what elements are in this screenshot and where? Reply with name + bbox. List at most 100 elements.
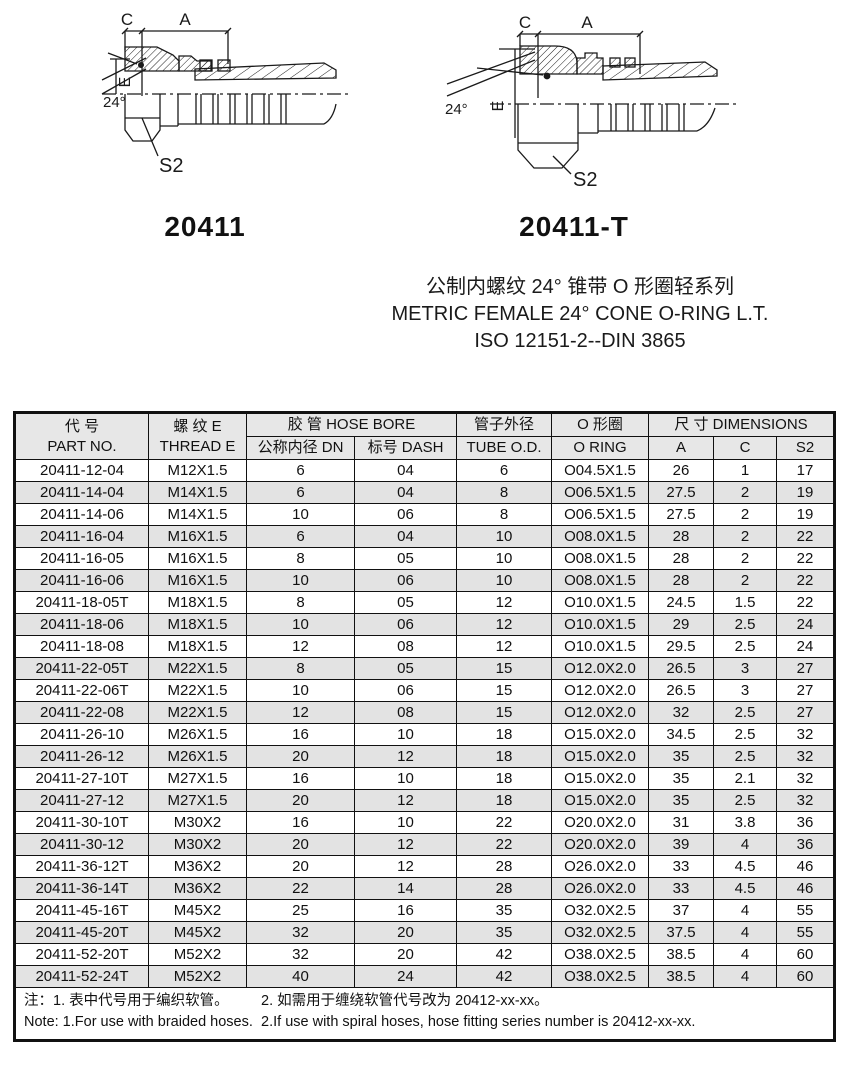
table-cell: O10.0X1.5 — [551, 635, 649, 658]
table-cell: 55 — [775, 921, 836, 944]
col-header-a: A — [648, 436, 714, 460]
dim-label-a: A — [581, 13, 593, 32]
table-cell: 12 — [354, 855, 457, 878]
table-cell: 2.5 — [713, 613, 777, 636]
dim-label-e: E — [117, 77, 134, 88]
table-row: 20411-22-08 M22X1.5 12 08 15 O12.0X2.0 32 2.5 27 — [14, 701, 836, 724]
col-header-thread: 螺 纹 E THREAD E — [148, 412, 247, 460]
table-cell: 46 — [775, 877, 836, 900]
table-cell: O32.0X2.5 — [551, 921, 649, 944]
col-header-oring-en: O RING — [551, 436, 649, 460]
table-cell: M18X1.5 — [148, 591, 247, 614]
table-cell: 20411-14-04 — [14, 481, 149, 504]
table-cell: O08.0X1.5 — [551, 569, 649, 592]
table-cell: O10.0X1.5 — [551, 613, 649, 636]
col-header-part-no: 代 号 PART NO. — [14, 412, 149, 460]
table-row: 20411-12-04 M12X1.5 6 04 6 O04.5X1.5 26 1 17 — [14, 459, 836, 482]
table-cell: 32 — [775, 723, 836, 746]
col-header-tube-od-cn: 管子外径 — [456, 412, 552, 437]
figure-title-20411-t: 20411-T — [519, 211, 629, 242]
table-row: 20411-16-06 M16X1.5 10 06 10 O08.0X1.5 28 2 22 — [14, 569, 836, 592]
table-cell: 32 — [775, 767, 836, 790]
table-cell: 35 — [456, 899, 552, 922]
table-cell: M18X1.5 — [148, 635, 247, 658]
table-cell: 16 — [246, 723, 355, 746]
table-cell: M52X2 — [148, 965, 247, 988]
table-cell: M36X2 — [148, 855, 247, 878]
table-cell: 10 — [246, 679, 355, 702]
table-cell: 05 — [354, 591, 457, 614]
spec-table-body: 20411-12-04 M12X1.5 6 04 6 O04.5X1.5 26 1 17 2041… — [14, 459, 836, 988]
table-row: 20411-45-20T M45X2 32 20 35 O32.0X2.5 37.5 4 55 — [14, 921, 836, 944]
table-cell: 27 — [775, 701, 836, 724]
col-header-tube-od-en: TUBE O.D. — [456, 436, 552, 460]
col-header-oring-cn: O 形圈 — [551, 412, 649, 437]
table-cell: 32 — [775, 745, 836, 768]
dim-label-c: C — [121, 10, 133, 29]
table-cell: M36X2 — [148, 877, 247, 900]
table-cell: 06 — [354, 679, 457, 702]
table-cell: 20411-26-12 — [14, 745, 149, 768]
dim-label-s2: S2 — [159, 155, 183, 177]
table-cell: 22 — [775, 547, 836, 570]
table-cell: 05 — [354, 657, 457, 680]
table-cell: 20 — [246, 745, 355, 768]
table-cell: M16X1.5 — [148, 569, 247, 592]
table-cell: 20 — [246, 855, 355, 878]
table-cell: 28 — [456, 855, 552, 878]
table-cell: 4 — [713, 833, 777, 856]
table-cell: 06 — [354, 613, 457, 636]
table-cell: 05 — [354, 547, 457, 570]
table-cell: 36 — [775, 811, 836, 834]
table-cell: 20411-45-20T — [14, 921, 149, 944]
table-cell: 35 — [648, 767, 714, 790]
table-cell: 10 — [456, 547, 552, 570]
table-cell: 20411-22-06T — [14, 679, 149, 702]
table-cell: 20411-36-12T — [14, 855, 149, 878]
table-cell: 4.5 — [713, 877, 777, 900]
table-cell: 18 — [456, 745, 552, 768]
note-en-1: Note: 1.For use with braided hoses. — [24, 1014, 253, 1030]
table-cell: 2.5 — [713, 723, 777, 746]
table-row: 20411-16-04 M16X1.5 6 04 10 O08.0X1.5 28 2 22 — [14, 525, 836, 548]
table-cell: 46 — [775, 855, 836, 878]
table-cell: 20411-27-10T — [14, 767, 149, 790]
table-cell: 60 — [775, 965, 836, 988]
table-cell: O20.0X2.0 — [551, 833, 649, 856]
table-cell: 32 — [246, 943, 355, 966]
table-cell: 6 — [246, 459, 355, 482]
table-cell: M22X1.5 — [148, 679, 247, 702]
table-cell: 10 — [354, 767, 457, 790]
table-cell: 20 — [354, 921, 457, 944]
table-cell: 17 — [775, 459, 836, 482]
table-cell: 55 — [775, 899, 836, 922]
table-cell: 20411-27-12 — [14, 789, 149, 812]
technical-drawing-20411-t: C A 24° E S2 — [445, 13, 740, 191]
table-row: 20411-18-06 M18X1.5 10 06 12 O10.0X1.5 29 2.5 24 — [14, 613, 836, 636]
note-cn-2: 2. 如需用于缠绕软管代号改为 20412-xx-xx。 — [261, 993, 549, 1009]
heading-line-en: METRIC FEMALE 24° CONE O-RING L.T. — [391, 303, 769, 325]
col-header-part-no-cn: 代 号 — [64, 417, 100, 435]
table-cell: 10 — [246, 503, 355, 526]
table-cell: 27.5 — [648, 503, 714, 526]
col-header-thread-en: THREAD E — [159, 437, 236, 455]
table-cell: 2 — [713, 503, 777, 526]
col-header-thread-cn: 螺 纹 E — [173, 417, 222, 435]
table-cell: 37.5 — [648, 921, 714, 944]
table-cell: M16X1.5 — [148, 547, 247, 570]
table-cell: 2.1 — [713, 767, 777, 790]
table-cell: 60 — [775, 943, 836, 966]
table-cell: O32.0X2.5 — [551, 899, 649, 922]
table-cell: 6 — [456, 459, 552, 482]
table-cell: 22 — [246, 877, 355, 900]
table-cell: 12 — [456, 635, 552, 658]
table-cell: 8 — [246, 591, 355, 614]
table-cell: M45X2 — [148, 899, 247, 922]
table-cell: 33 — [648, 877, 714, 900]
table-cell: 34.5 — [648, 723, 714, 746]
table-cell: 20411-16-06 — [14, 569, 149, 592]
table-cell: 2.5 — [713, 635, 777, 658]
table-cell: 24 — [354, 965, 457, 988]
table-cell: M45X2 — [148, 921, 247, 944]
table-cell: M16X1.5 — [148, 525, 247, 548]
